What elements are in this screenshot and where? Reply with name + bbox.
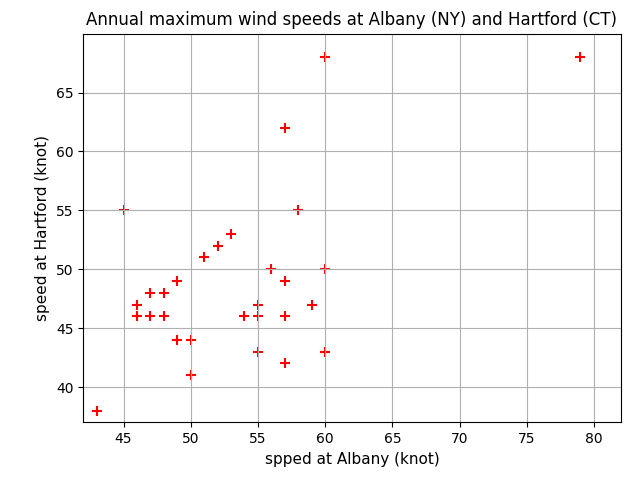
Point: [320, 53, 330, 61]
Point: [145, 289, 156, 297]
Point: [266, 265, 276, 273]
Point: [159, 312, 169, 320]
Point: [293, 206, 303, 214]
Point: [212, 242, 223, 250]
Point: [118, 206, 129, 214]
Point: [280, 277, 290, 285]
Point: [253, 301, 263, 309]
Point: [132, 312, 142, 320]
Point: [280, 124, 290, 132]
Point: [186, 372, 196, 379]
Point: [307, 301, 317, 309]
Y-axis label: speed at Hartford (knot): speed at Hartford (knot): [35, 135, 51, 321]
Title: Annual maximum wind speeds at Albany (NY) and Hartford (CT): Annual maximum wind speeds at Albany (NY…: [86, 11, 618, 29]
Point: [199, 253, 209, 261]
Point: [280, 360, 290, 367]
X-axis label: spped at Albany (knot): spped at Albany (knot): [264, 452, 440, 467]
Point: [145, 312, 156, 320]
Point: [226, 230, 236, 238]
Point: [320, 348, 330, 356]
Point: [280, 312, 290, 320]
Point: [320, 265, 330, 273]
Point: [575, 53, 586, 61]
Point: [253, 312, 263, 320]
Point: [132, 301, 142, 309]
Point: [239, 312, 250, 320]
Point: [186, 336, 196, 344]
Point: [92, 407, 102, 414]
Point: [172, 336, 182, 344]
Point: [159, 289, 169, 297]
Point: [253, 348, 263, 356]
Point: [172, 277, 182, 285]
